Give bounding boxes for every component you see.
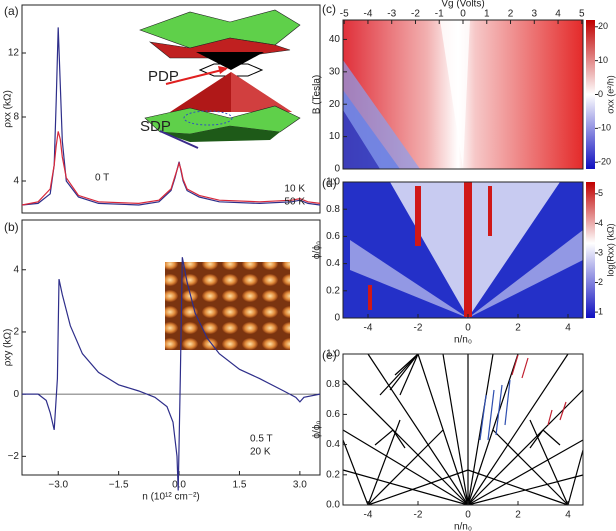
x2-tick-label: 2 (508, 9, 514, 20)
x-tick-label: 3.0 (293, 480, 307, 491)
y-tick-label: 0.6 (326, 231, 340, 242)
x2-tick-label: 4 (555, 9, 561, 20)
colorbar-tick-label: 10 (598, 55, 608, 65)
y-tick-label: 4 (13, 264, 19, 275)
x-tick-label: -4 (364, 510, 373, 521)
panel-label: (a) (4, 4, 19, 18)
x2-tick-label: 1 (484, 9, 490, 20)
y-tick-label: 10 (329, 131, 341, 142)
data-line (21, 27, 321, 206)
y-tick-label: 0 (334, 164, 340, 175)
y-tick-label: 0.8 (326, 379, 340, 390)
colorbar-label: σxx (e²/h) (605, 75, 615, 114)
y-tick-label: 30 (329, 66, 341, 77)
y-tick-label: 12 (8, 48, 20, 59)
x2-tick-label: -5 (340, 9, 349, 20)
x2-tick-label: -1 (435, 9, 444, 20)
y-tick-label: 0.0 (326, 500, 340, 511)
y-tick-label: 2 (13, 327, 19, 338)
y-axis-label: ϕ/ϕ₀ (312, 241, 323, 259)
x-tick-label: -4 (364, 323, 373, 334)
heatmap-c (343, 20, 583, 169)
colorbar-label: log(Rxx) (kΩ) (605, 223, 615, 276)
colorbar-tick-label: 1 (598, 306, 603, 316)
colorbar-tick-label: 0 (598, 89, 603, 99)
annotation: 0 T (95, 173, 109, 184)
colorbar-tick-label: 2 (598, 277, 603, 287)
panel-label: (b) (4, 220, 19, 234)
y-tick-label: 1.0 (326, 177, 340, 188)
x-tick-label: 4 (565, 323, 571, 334)
y-tick-label: 20 (329, 99, 341, 110)
colorbar-c (586, 20, 595, 169)
data-line (21, 131, 321, 206)
y-tick-label: 8 (13, 112, 19, 123)
band-structure-inset (139, 9, 301, 149)
colorbar-tick-label: 4 (598, 218, 603, 228)
panel-label: (e) (322, 348, 337, 362)
colorbar-d (586, 182, 595, 318)
wannier-lines (342, 353, 584, 506)
annotation: PDP (148, 68, 179, 85)
stm-inset (165, 262, 290, 350)
colorbar-tick-label: 20 (598, 21, 608, 31)
x-tick-label: 4 (565, 510, 571, 521)
colorbar-tick-label: -20 (598, 157, 611, 167)
plot-frame (21, 4, 321, 214)
y-tick-label: 4 (13, 176, 19, 187)
y-tick-label: 40 (329, 34, 341, 45)
y-axis-label: ρxx (kΩ) (3, 90, 14, 128)
x-tick-label: 0.0 (172, 480, 186, 491)
x-axis-label: n/n₀ (454, 522, 472, 531)
x-axis-label: n/n₀ (454, 335, 472, 346)
x-tick-label: 2 (515, 510, 521, 521)
legend-entry: 10 K (284, 184, 305, 195)
y-tick-label: 1.0 (326, 349, 340, 360)
x-tick-label: 2 (515, 323, 521, 334)
y-tick-label: 0.6 (326, 409, 340, 420)
plot-frame (342, 181, 584, 319)
data-line (22, 257, 321, 491)
x2-tick-label: -3 (387, 9, 396, 20)
plot-frame (21, 219, 321, 476)
x2-tick-label: 3 (532, 9, 538, 20)
x-tick-label: −3.0 (48, 480, 68, 491)
annotation: SDP (140, 118, 171, 135)
x2-axis-label: Vg (Volts) (441, 0, 484, 10)
y-tick-label: 0 (13, 389, 19, 400)
x2-tick-label: -4 (363, 9, 372, 20)
x-tick-label: 1.5 (233, 480, 247, 491)
panel-label: (d) (322, 176, 337, 190)
colorbar-tick-label: 3 (598, 247, 603, 257)
y-tick-label: −2 (8, 451, 20, 462)
colorbar-tick-label: -10 (598, 123, 611, 133)
plot-frame (342, 353, 584, 506)
y-axis-label: ϕ/ϕ₀ (312, 420, 323, 438)
annotation: 20 K (250, 447, 271, 458)
y-tick-label: 0.2 (326, 285, 340, 296)
legend-entry: 50 K (284, 197, 305, 208)
y-tick-label: 0.4 (326, 258, 340, 269)
x2-tick-label: 0 (460, 9, 466, 20)
colorbar-tick-label: 5 (598, 188, 603, 198)
heatmap-d (343, 182, 583, 318)
y-tick-label: 0.8 (326, 204, 340, 215)
x-tick-label: -2 (414, 510, 423, 521)
y-axis-label: ρxy (kΩ) (3, 329, 14, 367)
x-tick-label: -2 (414, 323, 423, 334)
x-axis-label: n (10¹² cm⁻²) (142, 492, 200, 503)
x2-tick-label: 5 (579, 9, 585, 20)
annotation: 0.5 T (250, 434, 273, 445)
x-tick-label: 0 (465, 323, 471, 334)
y-tick-label: 0 (334, 313, 340, 324)
y-tick-label: 0.2 (326, 469, 340, 480)
panel-label: (c) (322, 2, 336, 16)
x-tick-label: −1.5 (109, 480, 129, 491)
y-axis-label: B (Tesla) (312, 75, 323, 114)
x-tick-label: 0 (465, 510, 471, 521)
y-tick-label: 0.4 (326, 439, 340, 450)
x2-tick-label: -2 (411, 9, 420, 20)
